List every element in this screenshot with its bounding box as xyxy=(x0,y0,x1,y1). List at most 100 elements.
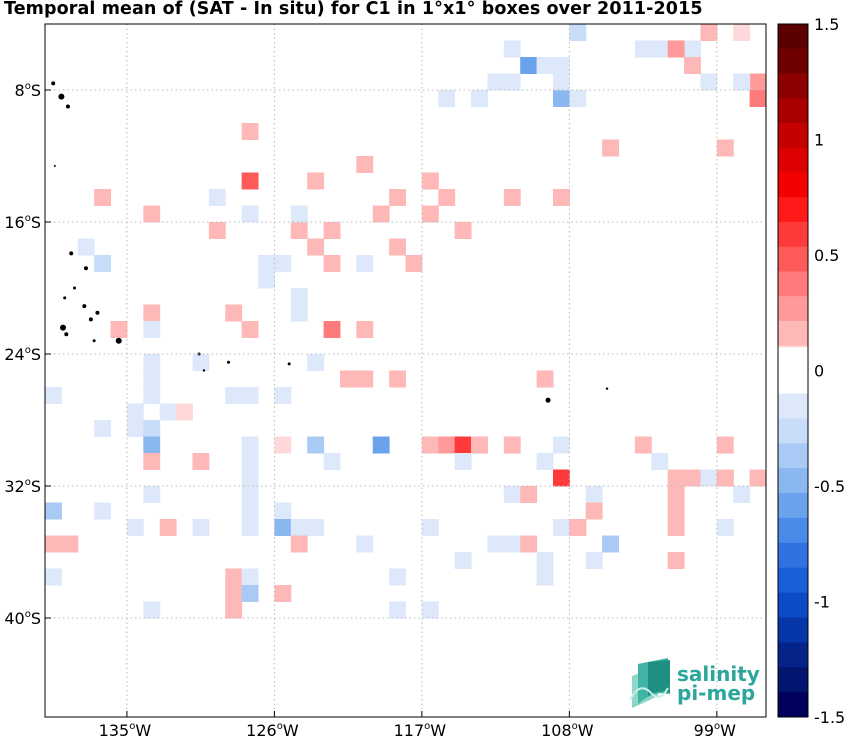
y-tick-label: 24oS xyxy=(4,345,41,364)
data-cell xyxy=(421,601,439,619)
data-cell xyxy=(487,535,505,553)
data-cell xyxy=(143,387,161,404)
data-cell xyxy=(323,453,341,470)
data-cell xyxy=(241,321,259,338)
data-cell xyxy=(274,585,292,602)
data-cell xyxy=(569,24,587,41)
data-cell xyxy=(585,486,603,503)
island-shape xyxy=(53,164,56,167)
data-cell xyxy=(274,436,292,454)
colorbar-segment xyxy=(778,692,808,718)
data-cell xyxy=(421,205,439,223)
data-cell xyxy=(241,123,259,140)
data-cell xyxy=(585,552,603,569)
data-cell xyxy=(389,189,406,206)
data-cell xyxy=(552,469,570,487)
data-cell xyxy=(159,403,177,421)
island-shape xyxy=(69,251,74,256)
y-tick-label: 40oS xyxy=(4,609,41,628)
colorbar-segment xyxy=(778,642,808,668)
data-cell xyxy=(503,436,521,454)
data-cell xyxy=(241,519,259,536)
colorbar-tick-label: 0 xyxy=(814,362,824,381)
data-cell xyxy=(159,519,177,536)
data-cell xyxy=(192,354,210,371)
colorbar-segment xyxy=(778,592,808,618)
data-cell xyxy=(421,172,439,190)
data-cell xyxy=(225,387,243,404)
data-cell xyxy=(569,519,587,536)
data-cell xyxy=(307,436,325,454)
island-shape xyxy=(115,337,122,344)
colorbar-segment xyxy=(778,542,808,569)
data-cell xyxy=(45,502,62,520)
island-shape xyxy=(88,317,93,322)
colorbar-segment xyxy=(778,321,808,347)
data-cell xyxy=(389,568,406,586)
data-cell xyxy=(585,502,603,520)
island-shape xyxy=(202,369,206,372)
data-cell xyxy=(536,453,554,470)
data-cell xyxy=(405,255,423,272)
data-cell xyxy=(356,255,374,272)
data-cell xyxy=(749,469,766,487)
data-cell xyxy=(143,205,161,223)
colorbar-tick-label: -1.5 xyxy=(814,708,845,727)
data-cell xyxy=(290,519,308,536)
colorbar-segment xyxy=(778,296,808,322)
colorbar-segment xyxy=(778,667,808,693)
y-tick-label: 16oS xyxy=(4,213,41,232)
wave-logo-icon xyxy=(629,658,670,708)
data-cell xyxy=(602,535,620,553)
data-cell xyxy=(94,502,112,520)
data-cell xyxy=(192,519,210,536)
colorbar-segment xyxy=(778,271,808,297)
data-cell xyxy=(274,387,292,404)
data-cell xyxy=(241,486,259,503)
data-cell xyxy=(716,139,734,157)
data-cell xyxy=(208,222,226,239)
data-cell xyxy=(241,453,259,470)
colorbar-segment xyxy=(778,393,808,419)
x-tick-label: 117oW xyxy=(394,721,447,740)
data-cell xyxy=(290,288,308,305)
colorbar-segment xyxy=(778,24,808,50)
data-cell xyxy=(307,172,325,190)
x-tick-label: 126oW xyxy=(246,721,299,740)
data-cell xyxy=(684,469,701,487)
data-cell xyxy=(290,535,308,553)
data-cell xyxy=(684,40,701,58)
colorbar-tick-label: -1 xyxy=(814,593,830,612)
island-shape xyxy=(64,332,69,337)
colorbar-segment xyxy=(778,246,808,272)
data-cell xyxy=(126,420,144,437)
data-cell xyxy=(454,552,472,569)
data-cell xyxy=(110,321,128,338)
data-cell xyxy=(323,222,341,239)
data-cell xyxy=(700,469,718,487)
map-frame xyxy=(44,23,767,718)
data-cell xyxy=(487,73,505,91)
data-cell xyxy=(552,90,570,107)
data-cell xyxy=(126,519,144,536)
data-cell xyxy=(225,585,243,602)
data-cell xyxy=(503,73,521,91)
island-shape xyxy=(287,362,291,366)
data-cell xyxy=(94,255,112,272)
data-cell xyxy=(45,387,62,404)
data-cell xyxy=(733,24,751,41)
data-cell xyxy=(290,222,308,239)
data-cell xyxy=(241,568,259,586)
data-cell xyxy=(552,519,570,536)
colorbar-segment xyxy=(778,73,808,99)
colorbar-tick-label: 1 xyxy=(814,131,824,150)
colorbar-segment xyxy=(778,418,808,444)
colorbar-frame xyxy=(777,23,809,718)
colorbar-tick-label: 1.5 xyxy=(814,15,839,34)
data-cell xyxy=(143,486,161,503)
data-cell xyxy=(438,189,456,206)
island-shape xyxy=(51,81,56,86)
data-cell xyxy=(339,370,357,388)
data-cell xyxy=(700,24,718,41)
